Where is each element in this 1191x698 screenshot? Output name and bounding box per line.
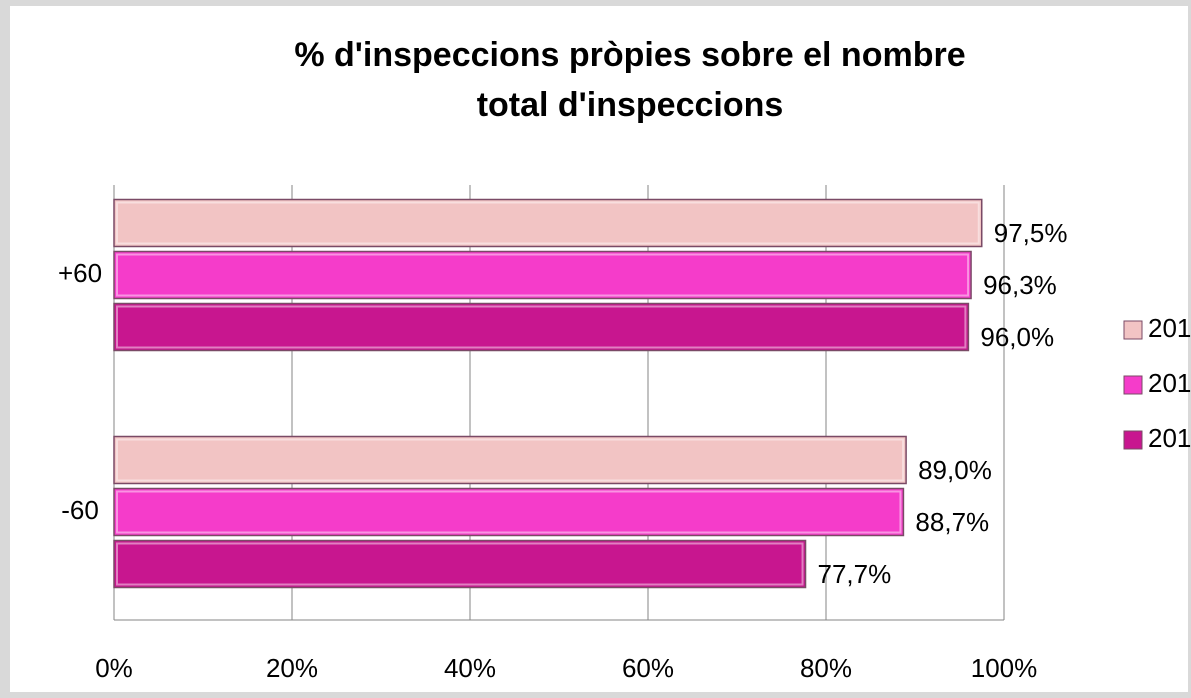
chart-title: % d'inspeccions pròpies sobre el nombre … bbox=[294, 36, 966, 124]
bar bbox=[113, 435, 907, 485]
bar-bevel bbox=[116, 305, 967, 349]
x-tick-label: 0% bbox=[95, 653, 133, 683]
bar bbox=[113, 302, 970, 352]
bar-bevel bbox=[116, 490, 902, 534]
legend-swatch bbox=[1123, 375, 1143, 395]
value-label: 89,0% bbox=[918, 455, 992, 485]
x-tick-label: 80% bbox=[800, 653, 852, 683]
legend-label: 2014 bbox=[1148, 313, 1191, 343]
bar-bevel bbox=[116, 253, 970, 297]
bar bbox=[113, 250, 972, 300]
bar-bevel bbox=[116, 542, 804, 586]
bar-bevel bbox=[116, 201, 980, 245]
value-label: 96,0% bbox=[980, 322, 1054, 352]
bar bbox=[113, 539, 807, 589]
bar bbox=[113, 487, 905, 537]
x-tick-label: 60% bbox=[622, 653, 674, 683]
bar-bevel bbox=[116, 438, 905, 482]
value-label: 77,7% bbox=[818, 559, 892, 589]
legend-label: 2013 bbox=[1148, 368, 1191, 398]
value-label: 88,7% bbox=[915, 507, 989, 537]
value-label: 97,5% bbox=[994, 218, 1068, 248]
x-tick-label: 20% bbox=[266, 653, 318, 683]
value-label: 96,3% bbox=[983, 270, 1057, 300]
x-tick-label: 40% bbox=[444, 653, 496, 683]
x-tick-label: 100% bbox=[971, 653, 1038, 683]
y-tick-label: -60 bbox=[61, 495, 99, 525]
y-tick-label: +60 bbox=[58, 258, 102, 288]
legend-swatch bbox=[1123, 430, 1143, 450]
legend-swatch bbox=[1123, 320, 1143, 340]
bar bbox=[113, 198, 983, 248]
